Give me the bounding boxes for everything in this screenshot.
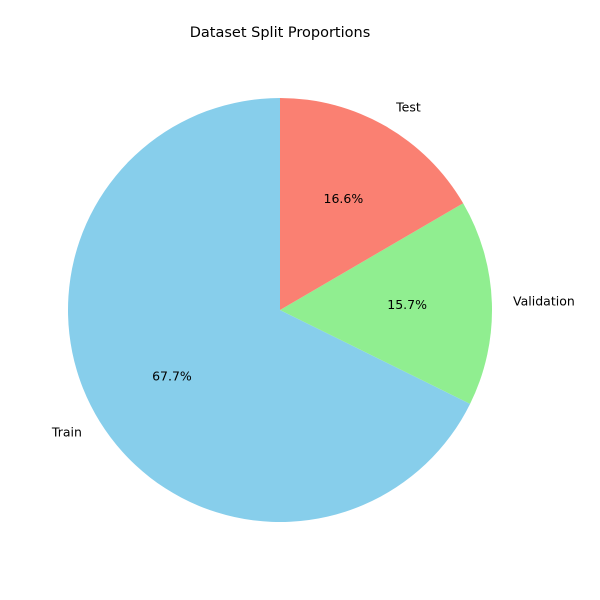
pie-labels: Train 67.7% Validation 15.7% Test 16.6%	[51, 99, 575, 439]
slice-label-train: Train	[51, 425, 82, 440]
pie-slices	[68, 97, 492, 522]
pie-slice-test	[280, 97, 464, 310]
slice-percent-train: 67.7%	[152, 369, 192, 384]
slice-label-validation: Validation	[513, 293, 575, 308]
pie-slice-train	[68, 98, 471, 522]
slice-percent-validation: 15.7%	[387, 297, 427, 312]
slice-label-test: Test	[395, 99, 421, 114]
slice-percent-test: 16.6%	[324, 191, 364, 206]
pie-slice-validation	[280, 203, 492, 404]
chart-title: Dataset Split Proportions	[190, 25, 371, 41]
